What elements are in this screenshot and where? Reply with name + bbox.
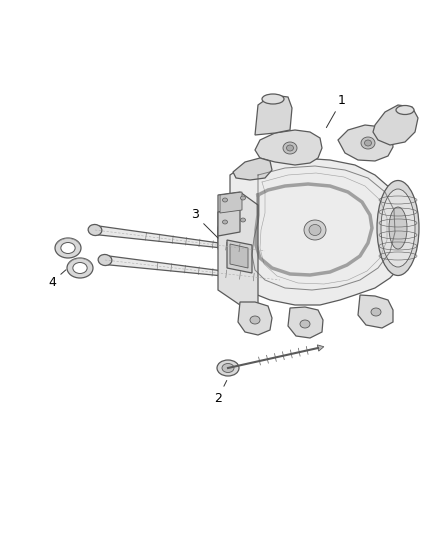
Polygon shape <box>230 244 248 268</box>
Polygon shape <box>218 208 240 236</box>
Polygon shape <box>280 279 285 281</box>
Ellipse shape <box>377 181 419 276</box>
Ellipse shape <box>217 360 239 376</box>
Ellipse shape <box>309 224 321 236</box>
Ellipse shape <box>361 137 375 149</box>
Ellipse shape <box>364 140 371 146</box>
Ellipse shape <box>300 320 310 328</box>
Ellipse shape <box>223 220 227 224</box>
Ellipse shape <box>223 198 227 202</box>
Ellipse shape <box>286 145 293 151</box>
Ellipse shape <box>98 254 112 265</box>
Polygon shape <box>218 158 412 305</box>
Polygon shape <box>238 302 272 335</box>
Ellipse shape <box>262 94 284 104</box>
Polygon shape <box>255 95 292 135</box>
Polygon shape <box>233 158 272 180</box>
Ellipse shape <box>336 196 364 274</box>
Polygon shape <box>288 307 323 338</box>
Polygon shape <box>358 295 393 328</box>
Polygon shape <box>227 240 252 273</box>
Ellipse shape <box>371 308 381 316</box>
Ellipse shape <box>396 106 414 115</box>
Ellipse shape <box>283 142 297 154</box>
Polygon shape <box>373 105 418 145</box>
Text: 2: 2 <box>214 381 227 405</box>
Ellipse shape <box>240 196 246 200</box>
Ellipse shape <box>381 189 415 267</box>
Text: 4: 4 <box>48 270 66 288</box>
Ellipse shape <box>250 316 260 324</box>
Ellipse shape <box>67 258 93 278</box>
Ellipse shape <box>55 238 81 258</box>
Polygon shape <box>218 192 258 308</box>
Polygon shape <box>338 125 393 161</box>
Text: 3: 3 <box>191 208 218 238</box>
Ellipse shape <box>304 220 326 240</box>
Ellipse shape <box>61 243 75 254</box>
Ellipse shape <box>240 218 246 222</box>
Polygon shape <box>265 249 270 253</box>
Polygon shape <box>220 192 242 213</box>
Polygon shape <box>105 255 280 281</box>
Polygon shape <box>95 225 265 253</box>
Ellipse shape <box>73 262 87 273</box>
Text: 1: 1 <box>326 93 346 127</box>
Polygon shape <box>255 130 322 165</box>
Ellipse shape <box>88 224 102 236</box>
Polygon shape <box>317 345 324 351</box>
Ellipse shape <box>389 207 407 249</box>
Ellipse shape <box>222 364 234 373</box>
